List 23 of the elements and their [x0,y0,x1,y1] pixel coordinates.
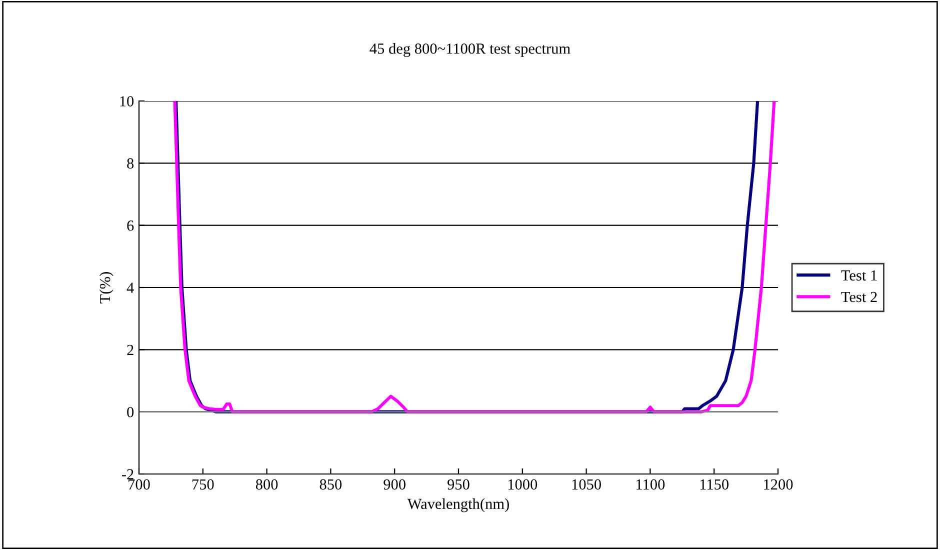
y-tick-label: 8 [127,158,134,169]
x-tick-label: 1000 [508,479,538,490]
x-tick-label: 1100 [636,479,665,490]
x-tick-label: 1050 [572,479,601,490]
y-tick-label: -2 [122,469,134,480]
x-tick-label: 750 [192,479,214,490]
x-axis-title: Wavelength(nm) [407,498,509,512]
legend-label: Test 2 [841,292,877,302]
x-tick-label: 1150 [700,479,729,490]
y-tick-label: 4 [126,282,134,293]
x-tick-label: 900 [384,479,406,490]
x-tick-label: 850 [320,479,342,490]
y-axis-title: T(%) [99,272,114,304]
y-tick-label: 2 [127,344,134,355]
y-tick-label: 10 [120,96,134,106]
y-tick-label: 0 [127,406,134,418]
x-tick-label: 800 [256,479,278,490]
chart-title: 45 deg 800~1100R test spectrum [370,43,570,57]
y-tick-label: 6 [127,220,134,231]
x-tick-label: 700 [128,479,150,490]
legend-label: Test 1 [841,270,877,281]
x-tick-label: 1200 [764,479,793,490]
x-tick-label: 950 [448,479,470,490]
